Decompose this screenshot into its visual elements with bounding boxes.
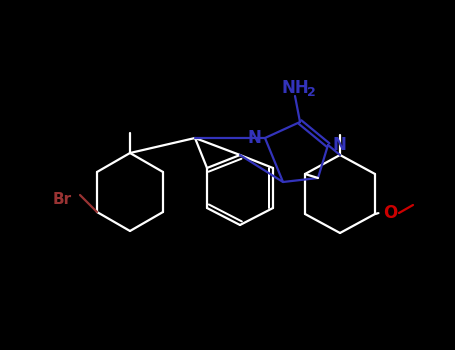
Text: N: N	[247, 129, 261, 147]
Text: N: N	[332, 136, 346, 154]
Text: Br: Br	[52, 193, 71, 208]
Text: O: O	[383, 204, 397, 222]
Text: 2: 2	[307, 85, 315, 98]
Text: NH: NH	[281, 79, 309, 97]
